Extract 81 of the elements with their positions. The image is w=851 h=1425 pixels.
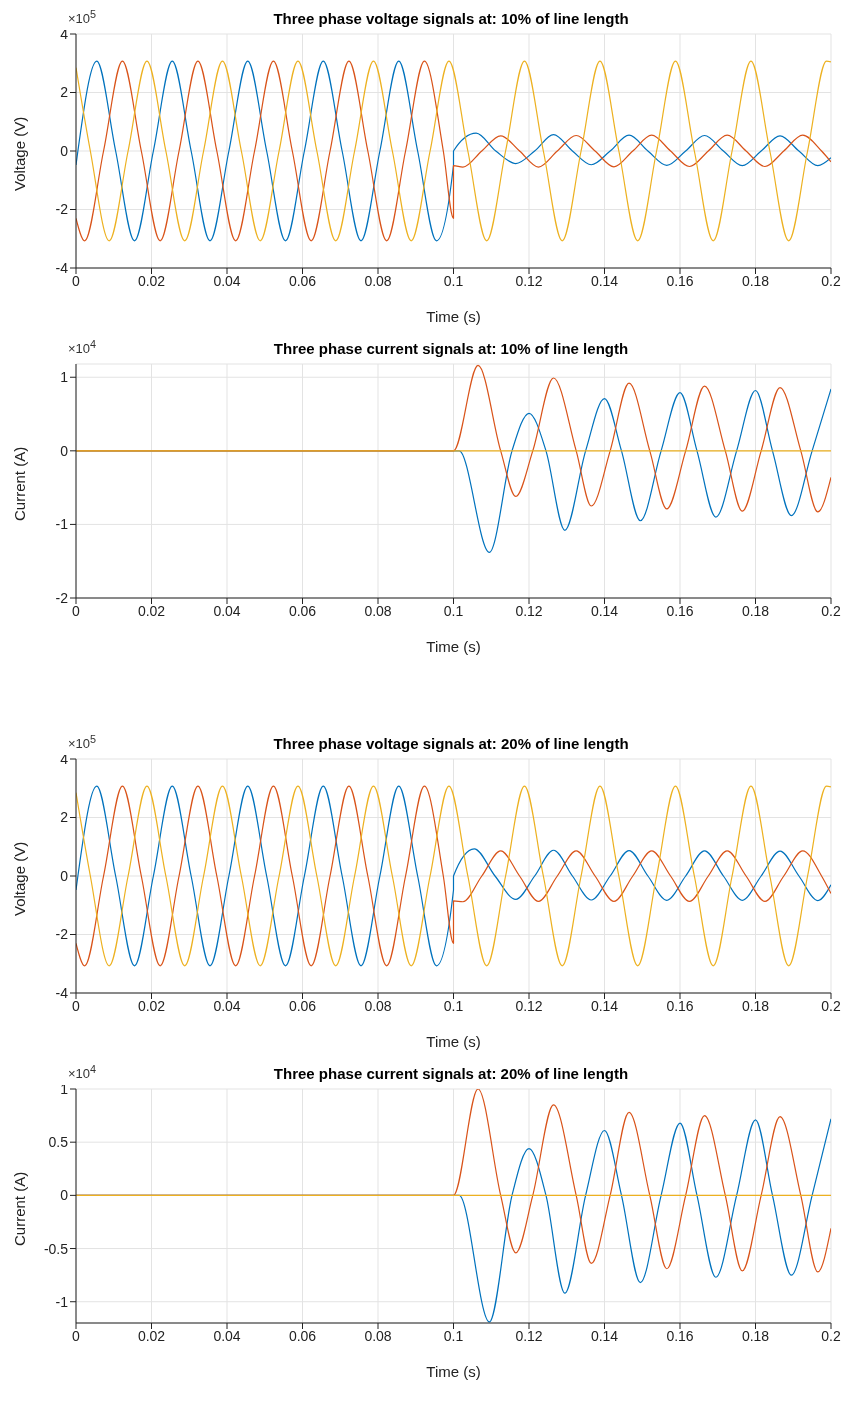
- y-tick-label: 2: [60, 84, 69, 101]
- x-tick-label: 0: [72, 997, 81, 1014]
- y-tick-label: 2: [60, 809, 69, 826]
- chart-title: Three phase voltage signals at: 20% of line length: [273, 735, 629, 752]
- x-tick-label: 0.2: [821, 997, 841, 1014]
- x-tick-label: 0.06: [288, 602, 317, 619]
- x-tick-label: 0.04: [213, 602, 241, 619]
- x-tick-label: 0.1: [443, 602, 464, 619]
- x-tick-label: 0.02: [137, 997, 166, 1014]
- x-tick-label: 0: [72, 1327, 81, 1344]
- x-tick-label: 0.18: [741, 272, 770, 289]
- x-tick-label: 0.16: [666, 1327, 694, 1344]
- text: ×10$^{5}$: [68, 8, 97, 27]
- y-tick-label: -2: [55, 589, 69, 606]
- x-tick-label: 0.1: [443, 1327, 464, 1344]
- y-axis-title: Current (A): [11, 446, 29, 521]
- x-tick-label: 0.18: [741, 602, 770, 619]
- x-tick-label: 0.16: [666, 272, 694, 289]
- x-tick-label: 0.08: [364, 997, 392, 1014]
- x-tick-label: 0.02: [137, 602, 166, 619]
- y-tick-label: 0: [60, 442, 69, 459]
- x-tick-label: 0.04: [213, 272, 241, 289]
- y-tick-label: 1: [60, 369, 69, 386]
- chart-title: Three phase voltage signals at: 10% of line length: [273, 10, 629, 27]
- x-tick-label: 0.04: [213, 997, 241, 1014]
- x-tick-label: 0.16: [666, 997, 694, 1014]
- y-tick-label: 0: [60, 867, 69, 884]
- y-tick-label: -4: [55, 984, 69, 1001]
- chart-title: Three phase current signals at: 10% of line length: [273, 340, 629, 357]
- y-tick-label: 0: [60, 1187, 69, 1204]
- x-tick-label: 0.1: [443, 272, 464, 289]
- y-tick-label: 4: [60, 750, 69, 767]
- x-tick-label: 0.12: [515, 997, 543, 1014]
- x-axis-title: Time (s): [426, 308, 481, 325]
- x-axis-title: Time (s): [426, 638, 481, 655]
- text: ×10$^{5}$: [68, 733, 97, 752]
- y-tick-label: -1: [55, 1293, 69, 1310]
- y-tick-label: 0: [60, 142, 69, 159]
- x-tick-label: 0.12: [515, 1327, 543, 1344]
- x-axis-title: Time (s): [426, 1033, 481, 1050]
- x-tick-label: 0.02: [137, 1327, 166, 1344]
- x-tick-label: 0.1: [443, 997, 464, 1014]
- x-tick-label: 0.12: [515, 272, 543, 289]
- y-tick-label: 4: [60, 25, 69, 42]
- y-tick-label: -0.5: [43, 1240, 69, 1257]
- x-tick-label: 0.08: [364, 602, 392, 619]
- x-axis-title: Time (s): [426, 1363, 481, 1380]
- x-tick-label: 0.18: [741, 1327, 770, 1344]
- x-tick-label: 0.16: [666, 602, 694, 619]
- text: ×10$^{4}$: [68, 1063, 97, 1082]
- y-tick-label: -2: [55, 926, 69, 943]
- x-tick-label: 0.18: [741, 997, 770, 1014]
- x-tick-label: 0.08: [364, 272, 392, 289]
- y-tick-label: 0.5: [48, 1134, 69, 1151]
- x-tick-label: 0.06: [288, 272, 317, 289]
- text: ×10$^{4}$: [68, 338, 97, 357]
- line-series: [76, 785, 831, 967]
- y-axis-title: Voltage (V): [11, 116, 29, 191]
- chart-title: Three phase current signals at: 20% of line length: [273, 1065, 629, 1082]
- x-tick-label: 0.2: [821, 602, 841, 619]
- x-tick-label: 0.14: [590, 602, 619, 619]
- x-tick-label: 0.02: [137, 272, 166, 289]
- x-tick-label: 0.06: [288, 997, 317, 1014]
- x-tick-label: 0.2: [821, 272, 841, 289]
- x-tick-label: 0.06: [288, 1327, 317, 1344]
- x-tick-label: 0.12: [515, 602, 543, 619]
- y-tick-label: 1: [60, 1080, 69, 1097]
- y-tick-label: -4: [55, 259, 69, 276]
- x-tick-label: 0.14: [590, 1327, 619, 1344]
- x-tick-label: 0: [72, 602, 81, 619]
- y-tick-label: -2: [55, 201, 69, 218]
- x-tick-label: 0.14: [590, 272, 619, 289]
- x-tick-label: 0.08: [364, 1327, 392, 1344]
- x-tick-label: 0: [72, 272, 81, 289]
- y-axis-title: Voltage (V): [11, 841, 29, 916]
- line-series: [76, 60, 831, 242]
- x-tick-label: 0.04: [213, 1327, 241, 1344]
- x-tick-label: 0.2: [821, 1327, 841, 1344]
- x-tick-label: 0.14: [590, 997, 619, 1014]
- y-tick-label: -1: [55, 516, 69, 533]
- y-axis-title: Current (A): [11, 1171, 29, 1246]
